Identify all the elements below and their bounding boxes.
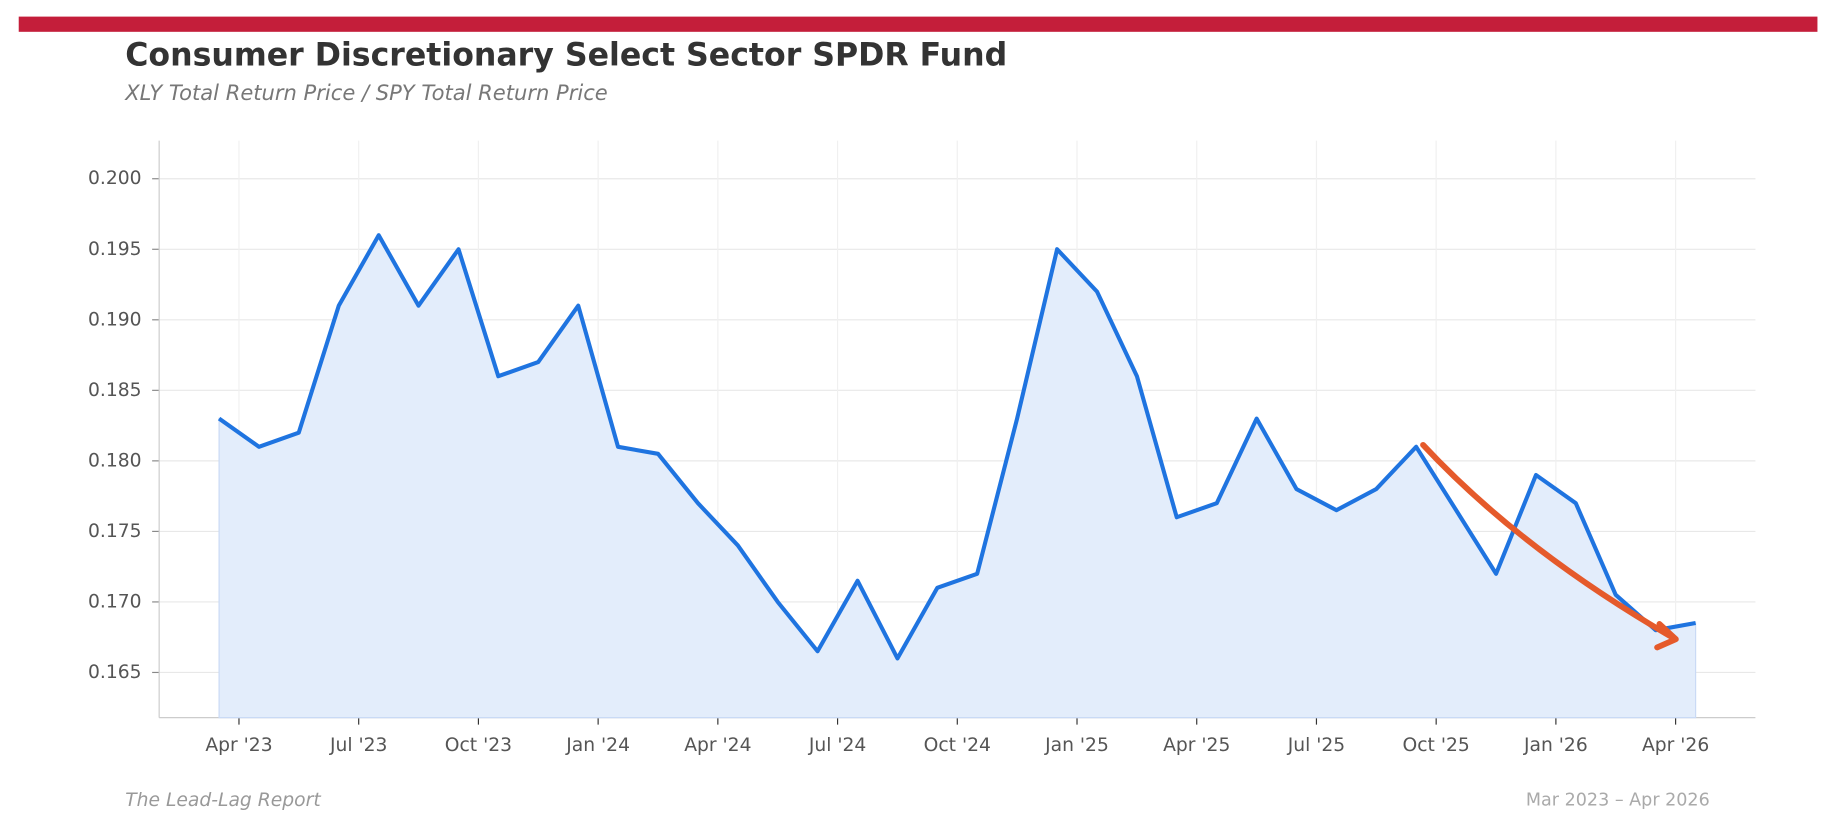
date-range: Mar 2023 – Apr 2026 xyxy=(1526,791,1710,811)
y-tick-label: 0.175 xyxy=(88,521,142,542)
x-tick-label: Jan '25 xyxy=(1044,735,1109,756)
x-tick-label: Oct '25 xyxy=(1403,735,1470,756)
y-tick-label: 0.195 xyxy=(88,239,142,260)
header-bar xyxy=(18,16,1818,32)
x-tick-label: Apr '25 xyxy=(1163,735,1230,756)
source: The Lead-Lag Report xyxy=(125,790,321,811)
y-tick-label: 0.170 xyxy=(88,591,142,612)
x-tick-label: Apr '24 xyxy=(684,735,751,756)
trend-arrowhead xyxy=(1654,621,1679,651)
x-tick-label: Jan '26 xyxy=(1523,735,1588,756)
trend-arrow xyxy=(1420,442,1677,641)
y-tick-label: 0.185 xyxy=(88,380,142,401)
line xyxy=(217,233,1696,661)
y-tick-label: 0.190 xyxy=(88,309,142,330)
x-tick-label: Jan '24 xyxy=(565,735,630,756)
y-tick-label: 0.165 xyxy=(88,662,142,683)
chart-title: Consumer Discretionary Select Sector SPD… xyxy=(125,37,1007,73)
chart-subtitle: XLY Total Return Price / SPY Total Retur… xyxy=(124,80,608,105)
x-tick-label: Oct '23 xyxy=(445,735,512,756)
x-tick-label: Jul '24 xyxy=(808,735,867,756)
x-tick-label: Jul '25 xyxy=(1287,735,1346,756)
x-tick-label: Apr '26 xyxy=(1642,735,1709,756)
x-tick-label: Oct '24 xyxy=(924,735,991,756)
plot-area: 0.165 0.170 0.175 0.180 0.185 0.190 0.195 0.200… xyxy=(88,140,1756,756)
x-tick-label: Jul '23 xyxy=(329,735,388,756)
y-tick-label: 0.180 xyxy=(88,450,142,471)
x-tick-label: Apr '23 xyxy=(205,735,272,756)
y-tick-label: 0.200 xyxy=(88,168,142,189)
